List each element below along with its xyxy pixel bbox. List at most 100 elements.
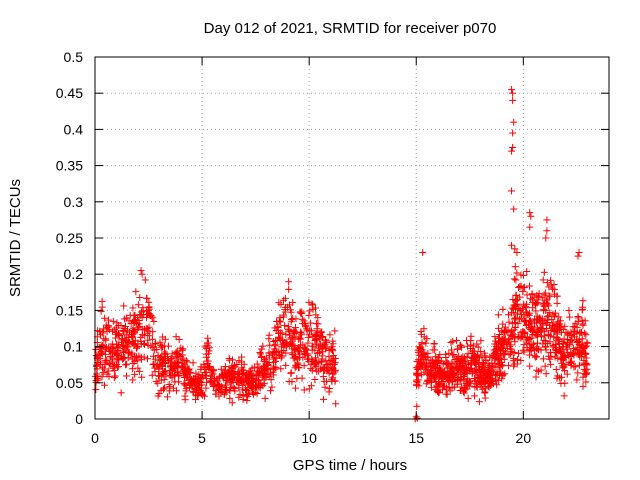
data-point — [453, 355, 461, 363]
data-point — [200, 392, 208, 400]
data-point — [509, 129, 517, 137]
data-point — [99, 368, 107, 376]
data-point — [422, 339, 430, 347]
data-point — [213, 377, 221, 385]
data-point — [521, 330, 529, 338]
data-point — [491, 371, 499, 379]
data-point — [98, 373, 106, 381]
data-point — [526, 209, 534, 217]
data-point — [134, 364, 142, 372]
data-point — [136, 294, 144, 302]
data-point — [501, 328, 509, 336]
data-point — [328, 364, 336, 372]
data-point — [453, 336, 461, 344]
data-point — [464, 394, 472, 402]
data-point — [413, 402, 421, 410]
data-point — [439, 378, 447, 386]
data-point — [507, 350, 515, 358]
data-point — [111, 372, 119, 380]
y-tick-label: 0.15 — [56, 302, 83, 318]
data-point — [525, 318, 533, 326]
data-point — [157, 342, 165, 350]
data-point — [535, 367, 543, 375]
data-point — [109, 317, 117, 325]
data-point — [418, 339, 426, 347]
data-point — [494, 311, 502, 319]
data-point — [128, 333, 136, 341]
data-point — [253, 376, 261, 384]
data-point — [479, 385, 487, 393]
data-point — [98, 303, 106, 311]
data-point — [453, 345, 461, 353]
data-point — [572, 319, 580, 327]
data-point — [579, 321, 587, 329]
data-point — [230, 361, 238, 369]
data-point — [156, 338, 164, 346]
data-point — [186, 374, 194, 382]
data-point — [101, 358, 109, 366]
data-point — [546, 321, 554, 329]
data-point — [153, 346, 161, 354]
data-point — [92, 351, 100, 359]
data-point — [202, 384, 210, 392]
data-point — [435, 356, 443, 364]
data-point — [307, 360, 315, 368]
data-point — [535, 293, 543, 301]
data-point — [553, 292, 561, 300]
data-point — [242, 387, 250, 395]
data-point — [561, 354, 569, 362]
data-point — [266, 341, 274, 349]
data-point — [508, 86, 516, 94]
data-point — [413, 414, 421, 422]
data-point — [258, 353, 266, 361]
data-point — [514, 320, 522, 328]
data-point — [579, 342, 587, 350]
data-point — [435, 364, 443, 372]
data-point — [578, 328, 586, 336]
data-point — [189, 374, 197, 382]
data-point — [424, 353, 432, 361]
data-point — [529, 340, 537, 348]
data-point — [105, 360, 113, 368]
data-point — [569, 323, 577, 331]
y-tick-label: 0 — [75, 411, 83, 427]
data-point — [161, 335, 169, 343]
data-point — [578, 335, 586, 343]
data-point — [309, 301, 317, 309]
y-axis-title: SRMTID / TECUs — [7, 179, 24, 297]
data-point — [494, 377, 502, 385]
data-point — [313, 367, 321, 375]
data-point — [113, 343, 121, 351]
data-point — [285, 285, 293, 293]
data-point — [557, 347, 565, 355]
data-point — [517, 334, 525, 342]
data-point — [138, 331, 146, 339]
data-point — [560, 335, 568, 343]
data-point — [282, 361, 290, 369]
data-point — [264, 365, 272, 373]
data-point — [249, 374, 257, 382]
data-point — [498, 375, 506, 383]
data-point — [496, 330, 504, 338]
data-point — [175, 371, 183, 379]
data-point — [499, 305, 507, 313]
data-point — [157, 387, 165, 395]
data-point — [467, 332, 475, 340]
data-point — [96, 327, 104, 335]
y-tick-label: 0.5 — [64, 49, 84, 65]
data-point — [482, 384, 490, 392]
data-point — [534, 296, 542, 304]
data-point — [298, 374, 306, 382]
data-point — [305, 311, 313, 319]
data-point — [294, 345, 302, 353]
data-point — [278, 336, 286, 344]
data-point — [154, 392, 162, 400]
data-point — [456, 363, 464, 371]
data-point — [571, 363, 579, 371]
data-point — [574, 314, 582, 322]
data-point — [115, 341, 123, 349]
data-point — [168, 350, 176, 358]
data-point — [155, 372, 163, 380]
data-point — [516, 293, 524, 301]
data-point — [574, 252, 582, 260]
